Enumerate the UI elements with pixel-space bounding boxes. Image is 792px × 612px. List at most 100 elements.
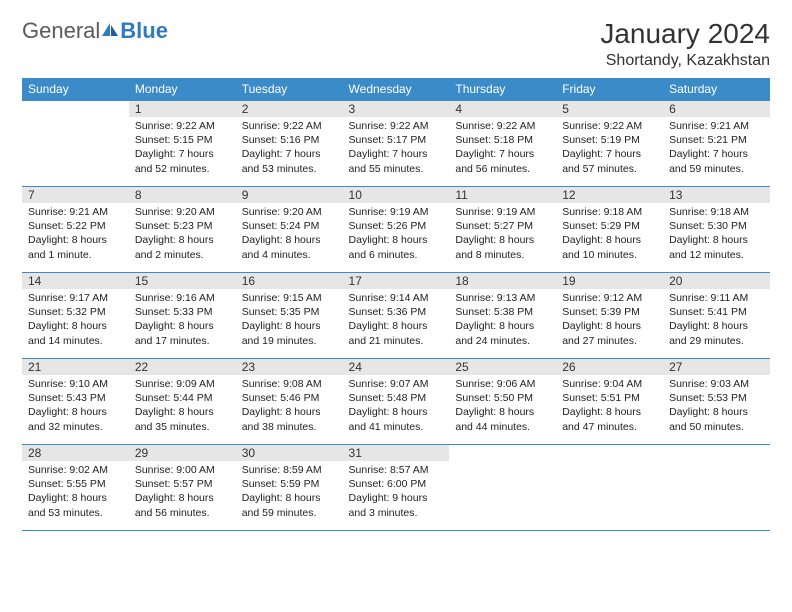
weekday-header: Friday bbox=[556, 78, 663, 101]
weekday-row: SundayMondayTuesdayWednesdayThursdayFrid… bbox=[22, 78, 770, 101]
weekday-header: Thursday bbox=[449, 78, 556, 101]
sunset-line: Sunset: 5:33 PM bbox=[135, 305, 230, 319]
sunrise-line: Sunrise: 9:14 AM bbox=[349, 291, 444, 305]
daylight-line: Daylight: 8 hours and 6 minutes. bbox=[349, 233, 444, 261]
sunrise-line: Sunrise: 9:02 AM bbox=[28, 463, 123, 477]
sunrise-line: Sunrise: 9:03 AM bbox=[669, 377, 764, 391]
sunrise-line: Sunrise: 9:13 AM bbox=[455, 291, 550, 305]
day-number: 14 bbox=[22, 273, 129, 289]
daylight-line: Daylight: 8 hours and 29 minutes. bbox=[669, 319, 764, 347]
sunset-line: Sunset: 5:21 PM bbox=[669, 133, 764, 147]
day-body: Sunrise: 9:07 AMSunset: 5:48 PMDaylight:… bbox=[343, 375, 450, 438]
calendar-head: SundayMondayTuesdayWednesdayThursdayFrid… bbox=[22, 78, 770, 101]
day-number: 24 bbox=[343, 359, 450, 375]
sunrise-line: Sunrise: 9:22 AM bbox=[349, 119, 444, 133]
calendar-cell: 14Sunrise: 9:17 AMSunset: 5:32 PMDayligh… bbox=[22, 273, 129, 359]
sunrise-line: Sunrise: 9:22 AM bbox=[242, 119, 337, 133]
calendar-cell: 31Sunrise: 8:57 AMSunset: 6:00 PMDayligh… bbox=[343, 445, 450, 531]
sunrise-line: Sunrise: 9:20 AM bbox=[242, 205, 337, 219]
calendar-cell: 3Sunrise: 9:22 AMSunset: 5:17 PMDaylight… bbox=[343, 101, 450, 187]
day-number: 13 bbox=[663, 187, 770, 203]
day-body: Sunrise: 9:09 AMSunset: 5:44 PMDaylight:… bbox=[129, 375, 236, 438]
daylight-line: Daylight: 7 hours and 56 minutes. bbox=[455, 147, 550, 175]
sunrise-line: Sunrise: 9:21 AM bbox=[669, 119, 764, 133]
sunset-line: Sunset: 5:30 PM bbox=[669, 219, 764, 233]
calendar-cell: 29Sunrise: 9:00 AMSunset: 5:57 PMDayligh… bbox=[129, 445, 236, 531]
day-number bbox=[556, 445, 663, 447]
day-body: Sunrise: 9:10 AMSunset: 5:43 PMDaylight:… bbox=[22, 375, 129, 438]
sunset-line: Sunset: 5:51 PM bbox=[562, 391, 657, 405]
day-body: Sunrise: 9:08 AMSunset: 5:46 PMDaylight:… bbox=[236, 375, 343, 438]
sunrise-line: Sunrise: 9:10 AM bbox=[28, 377, 123, 391]
day-number: 30 bbox=[236, 445, 343, 461]
daylight-line: Daylight: 7 hours and 59 minutes. bbox=[669, 147, 764, 175]
calendar-cell: 27Sunrise: 9:03 AMSunset: 5:53 PMDayligh… bbox=[663, 359, 770, 445]
sunset-line: Sunset: 5:26 PM bbox=[349, 219, 444, 233]
day-number: 16 bbox=[236, 273, 343, 289]
daylight-line: Daylight: 7 hours and 53 minutes. bbox=[242, 147, 337, 175]
day-body: Sunrise: 8:59 AMSunset: 5:59 PMDaylight:… bbox=[236, 461, 343, 524]
day-body: Sunrise: 9:18 AMSunset: 5:30 PMDaylight:… bbox=[663, 203, 770, 266]
sunset-line: Sunset: 5:41 PM bbox=[669, 305, 764, 319]
logo-text: General bbox=[22, 18, 120, 44]
sunrise-line: Sunrise: 9:06 AM bbox=[455, 377, 550, 391]
day-body: Sunrise: 9:13 AMSunset: 5:38 PMDaylight:… bbox=[449, 289, 556, 352]
day-number: 15 bbox=[129, 273, 236, 289]
day-body: Sunrise: 9:11 AMSunset: 5:41 PMDaylight:… bbox=[663, 289, 770, 352]
calendar-week-row: 21Sunrise: 9:10 AMSunset: 5:43 PMDayligh… bbox=[22, 359, 770, 445]
day-number: 10 bbox=[343, 187, 450, 203]
daylight-line: Daylight: 8 hours and 53 minutes. bbox=[28, 491, 123, 519]
sunset-line: Sunset: 5:53 PM bbox=[669, 391, 764, 405]
daylight-line: Daylight: 8 hours and 50 minutes. bbox=[669, 405, 764, 433]
daylight-line: Daylight: 8 hours and 27 minutes. bbox=[562, 319, 657, 347]
sunrise-line: Sunrise: 9:21 AM bbox=[28, 205, 123, 219]
calendar-cell: 16Sunrise: 9:15 AMSunset: 5:35 PMDayligh… bbox=[236, 273, 343, 359]
day-number: 21 bbox=[22, 359, 129, 375]
day-number: 4 bbox=[449, 101, 556, 117]
month-title: January 2024 bbox=[600, 18, 770, 50]
day-body: Sunrise: 9:02 AMSunset: 5:55 PMDaylight:… bbox=[22, 461, 129, 524]
daylight-line: Daylight: 7 hours and 57 minutes. bbox=[562, 147, 657, 175]
daylight-line: Daylight: 8 hours and 44 minutes. bbox=[455, 405, 550, 433]
day-number: 7 bbox=[22, 187, 129, 203]
daylight-line: Daylight: 8 hours and 24 minutes. bbox=[455, 319, 550, 347]
day-number: 17 bbox=[343, 273, 450, 289]
daylight-line: Daylight: 8 hours and 8 minutes. bbox=[455, 233, 550, 261]
sunrise-line: Sunrise: 9:04 AM bbox=[562, 377, 657, 391]
day-body: Sunrise: 9:22 AMSunset: 5:15 PMDaylight:… bbox=[129, 117, 236, 180]
day-number: 1 bbox=[129, 101, 236, 117]
weekday-header: Sunday bbox=[22, 78, 129, 101]
sunrise-line: Sunrise: 9:22 AM bbox=[562, 119, 657, 133]
calendar-cell: 15Sunrise: 9:16 AMSunset: 5:33 PMDayligh… bbox=[129, 273, 236, 359]
day-body: Sunrise: 9:18 AMSunset: 5:29 PMDaylight:… bbox=[556, 203, 663, 266]
sunrise-line: Sunrise: 9:22 AM bbox=[135, 119, 230, 133]
calendar-cell: 20Sunrise: 9:11 AMSunset: 5:41 PMDayligh… bbox=[663, 273, 770, 359]
day-number: 26 bbox=[556, 359, 663, 375]
day-number: 12 bbox=[556, 187, 663, 203]
sunset-line: Sunset: 5:29 PM bbox=[562, 219, 657, 233]
daylight-line: Daylight: 8 hours and 12 minutes. bbox=[669, 233, 764, 261]
day-body: Sunrise: 9:21 AMSunset: 5:22 PMDaylight:… bbox=[22, 203, 129, 266]
sunrise-line: Sunrise: 9:12 AM bbox=[562, 291, 657, 305]
calendar-cell: 24Sunrise: 9:07 AMSunset: 5:48 PMDayligh… bbox=[343, 359, 450, 445]
daylight-line: Daylight: 8 hours and 4 minutes. bbox=[242, 233, 337, 261]
calendar-cell: 30Sunrise: 8:59 AMSunset: 5:59 PMDayligh… bbox=[236, 445, 343, 531]
day-number: 23 bbox=[236, 359, 343, 375]
sunrise-line: Sunrise: 9:18 AM bbox=[669, 205, 764, 219]
calendar-cell: 4Sunrise: 9:22 AMSunset: 5:18 PMDaylight… bbox=[449, 101, 556, 187]
sunset-line: Sunset: 5:17 PM bbox=[349, 133, 444, 147]
sunrise-line: Sunrise: 9:08 AM bbox=[242, 377, 337, 391]
sunrise-line: Sunrise: 8:57 AM bbox=[349, 463, 444, 477]
day-body: Sunrise: 9:20 AMSunset: 5:24 PMDaylight:… bbox=[236, 203, 343, 266]
calendar-cell: 2Sunrise: 9:22 AMSunset: 5:16 PMDaylight… bbox=[236, 101, 343, 187]
day-number: 25 bbox=[449, 359, 556, 375]
daylight-line: Daylight: 8 hours and 21 minutes. bbox=[349, 319, 444, 347]
calendar-cell bbox=[556, 445, 663, 531]
day-body: Sunrise: 9:16 AMSunset: 5:33 PMDaylight:… bbox=[129, 289, 236, 352]
sunset-line: Sunset: 5:27 PM bbox=[455, 219, 550, 233]
header-row: General Blue January 2024 Shortandy, Kaz… bbox=[22, 18, 770, 70]
day-body: Sunrise: 9:03 AMSunset: 5:53 PMDaylight:… bbox=[663, 375, 770, 438]
calendar-cell: 23Sunrise: 9:08 AMSunset: 5:46 PMDayligh… bbox=[236, 359, 343, 445]
sunrise-line: Sunrise: 9:07 AM bbox=[349, 377, 444, 391]
sunset-line: Sunset: 5:18 PM bbox=[455, 133, 550, 147]
